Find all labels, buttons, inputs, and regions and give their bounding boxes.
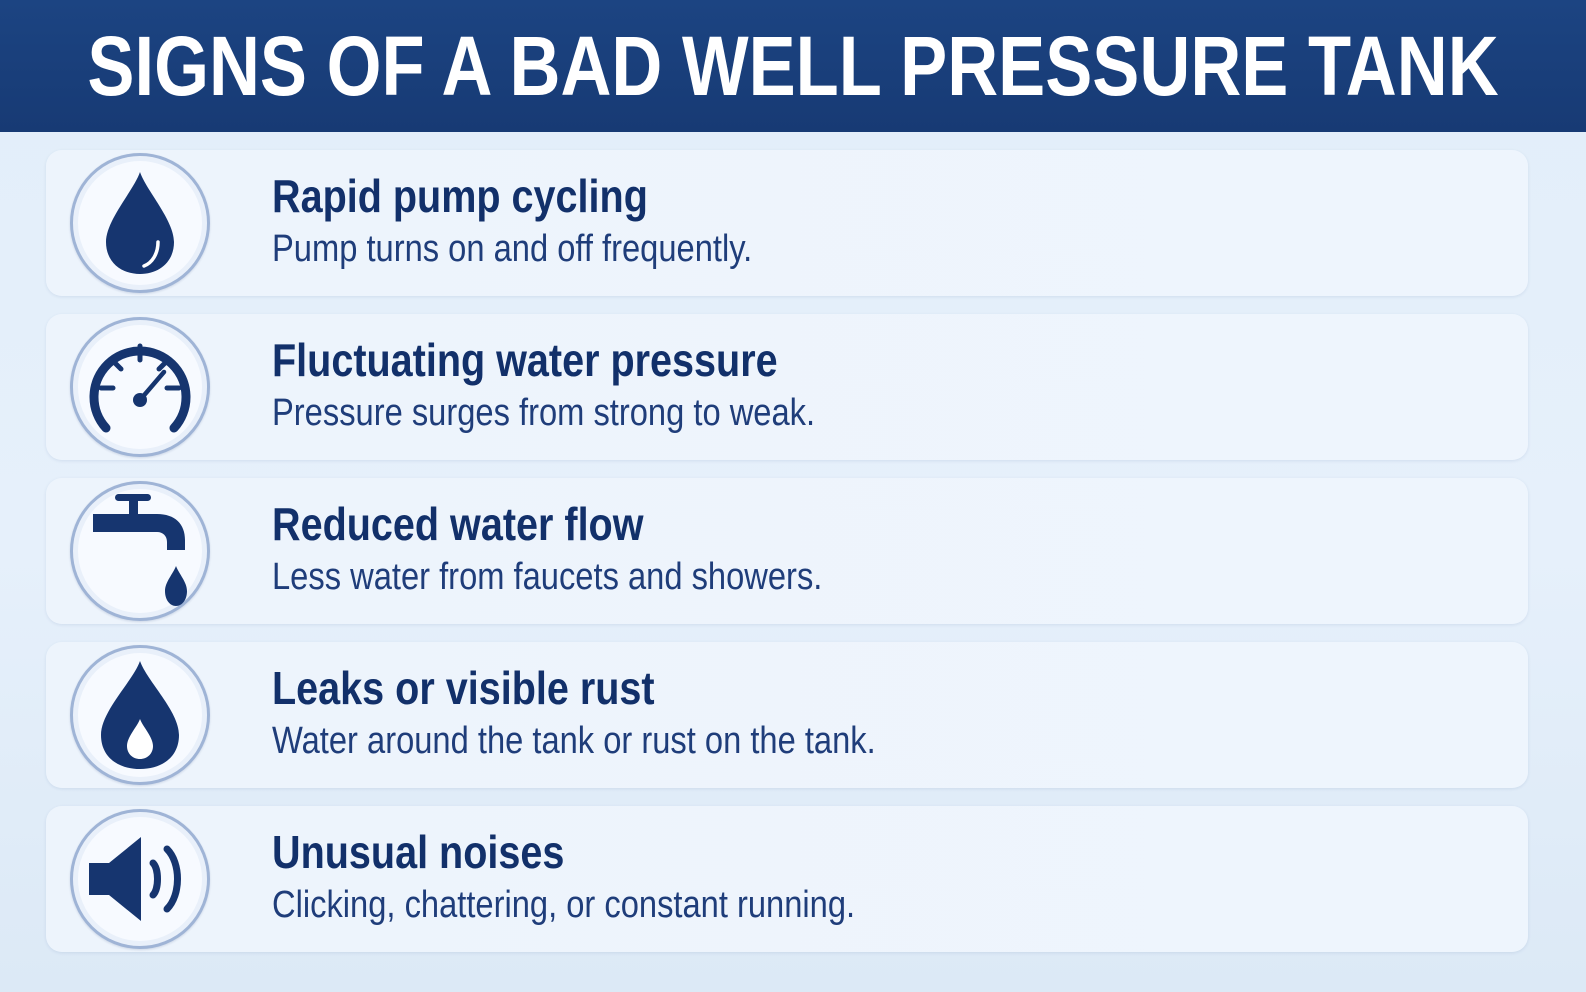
leak-drop-icon bbox=[70, 645, 210, 785]
item-description: Water around the tank or rust on the tan… bbox=[272, 720, 876, 762]
item-description: Less water from faucets and showers. bbox=[272, 556, 823, 598]
item-text: Rapid pump cycling Pump turns on and off… bbox=[272, 168, 1508, 274]
page-title: SIGNS OF A BAD WELL PRESSURE TANK bbox=[87, 19, 1499, 113]
item-title: Fluctuating water pressure bbox=[272, 334, 778, 386]
item-title: Rapid pump cycling bbox=[272, 170, 648, 222]
speaker-sound-icon bbox=[70, 809, 210, 949]
item-description: Pressure surges from strong to weak. bbox=[272, 392, 816, 434]
item-text: Reduced water flow Less water from fauce… bbox=[272, 496, 1508, 602]
header-banner: SIGNS OF A BAD WELL PRESSURE TANK bbox=[0, 0, 1586, 132]
item-title: Leaks or visible rust bbox=[272, 662, 655, 714]
water-drop-icon bbox=[70, 153, 210, 293]
signs-list: Rapid pump cycling Pump turns on and off… bbox=[46, 150, 1528, 952]
item-text: Fluctuating water pressure Pressure surg… bbox=[272, 332, 1508, 438]
list-item: Unusual noises Clicking, chattering, or … bbox=[46, 806, 1528, 952]
list-item: Fluctuating water pressure Pressure surg… bbox=[46, 314, 1528, 460]
item-description: Pump turns on and off frequently. bbox=[272, 228, 753, 270]
item-text: Unusual noises Clicking, chattering, or … bbox=[272, 824, 1508, 930]
item-title: Unusual noises bbox=[272, 826, 565, 878]
list-item: Reduced water flow Less water from fauce… bbox=[46, 478, 1528, 624]
list-item: Rapid pump cycling Pump turns on and off… bbox=[46, 150, 1528, 296]
item-description: Clicking, chattering, or constant runnin… bbox=[272, 884, 856, 926]
pressure-gauge-icon bbox=[70, 317, 210, 457]
list-item: Leaks or visible rust Water around the t… bbox=[46, 642, 1528, 788]
faucet-icon bbox=[70, 481, 210, 621]
item-text: Leaks or visible rust Water around the t… bbox=[272, 660, 1508, 766]
item-title: Reduced water flow bbox=[272, 498, 644, 550]
